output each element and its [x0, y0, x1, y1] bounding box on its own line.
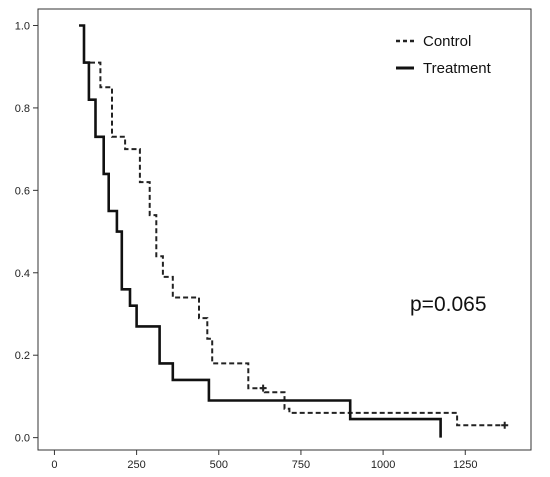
censor-mark-control — [259, 384, 267, 392]
x-axis: 0 250 500 750 1000 1250 — [51, 450, 478, 471]
x-tick-label: 1250 — [453, 459, 477, 471]
x-tick-label: 750 — [292, 459, 310, 471]
censor-mark-control — [501, 421, 509, 429]
y-tick-label: 0.6 — [15, 185, 30, 197]
x-tick-label: 0 — [51, 459, 57, 471]
x-tick-label: 250 — [127, 459, 145, 471]
legend-label-treatment: Treatment — [423, 60, 492, 77]
series-line-treatment — [79, 24, 442, 438]
p-value-annotation: p=0.065 — [410, 293, 487, 316]
legend: Control Treatment — [396, 33, 492, 77]
series-line-control — [79, 24, 505, 427]
y-tick-label: 0.8 — [15, 103, 30, 115]
legend-label-control: Control — [423, 33, 471, 50]
series-layer — [79, 24, 509, 438]
plot-frame — [37, 8, 532, 451]
x-tick-label: 500 — [210, 459, 228, 471]
x-tick-label: 1000 — [371, 459, 395, 471]
y-tick-label: 0.4 — [15, 268, 30, 280]
y-axis: 0.0 0.2 0.4 0.6 0.8 1.0 — [15, 20, 38, 445]
y-tick-label: 1.0 — [15, 20, 30, 32]
y-tick-label: 0.2 — [15, 350, 30, 362]
y-tick-label: 0.0 — [15, 433, 30, 445]
